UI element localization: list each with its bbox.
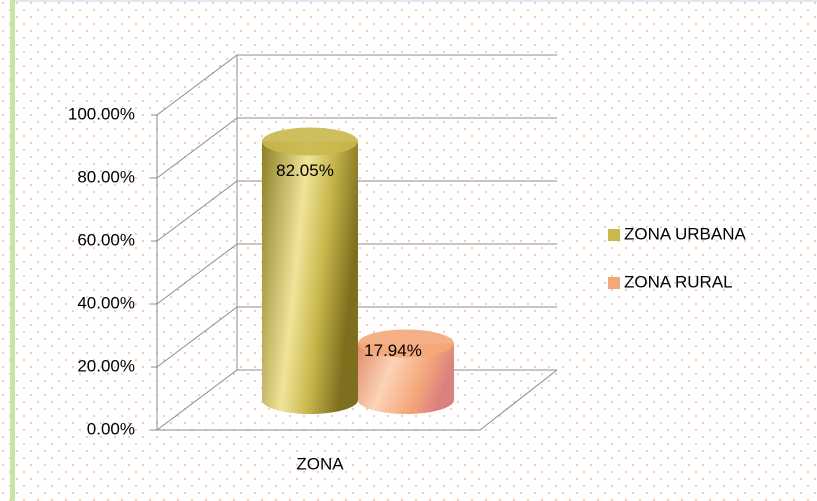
cylinder — [262, 141, 358, 415]
grid-line — [156, 54, 557, 116]
axis-frame — [157, 55, 558, 431]
legend-swatch — [608, 229, 620, 241]
y-tick-label: 40.00% — [77, 293, 135, 312]
legend-label: ZONA RURAL — [624, 272, 733, 291]
y-tick-label: 0.00% — [87, 419, 135, 438]
cylinder-top — [358, 329, 454, 358]
y-tick-label: 20.00% — [77, 356, 135, 375]
grid-line — [156, 117, 557, 179]
grid-line — [156, 306, 557, 368]
legend-swatch — [608, 277, 620, 289]
data-label: 82.05% — [276, 161, 334, 180]
grid-line — [156, 243, 557, 305]
x-tick-label: ZONA — [296, 454, 344, 473]
y-tick-label: 60.00% — [77, 230, 135, 249]
cylinder-top — [262, 127, 358, 156]
y-tick-label: 80.00% — [77, 167, 135, 186]
y-tick-label: 100.00% — [68, 104, 135, 123]
left-border — [10, 0, 15, 501]
data-label: 17.94% — [364, 341, 422, 360]
cylinder — [358, 343, 454, 414]
legend-label: ZONA URBANA — [624, 224, 747, 243]
grid-line — [156, 180, 557, 242]
